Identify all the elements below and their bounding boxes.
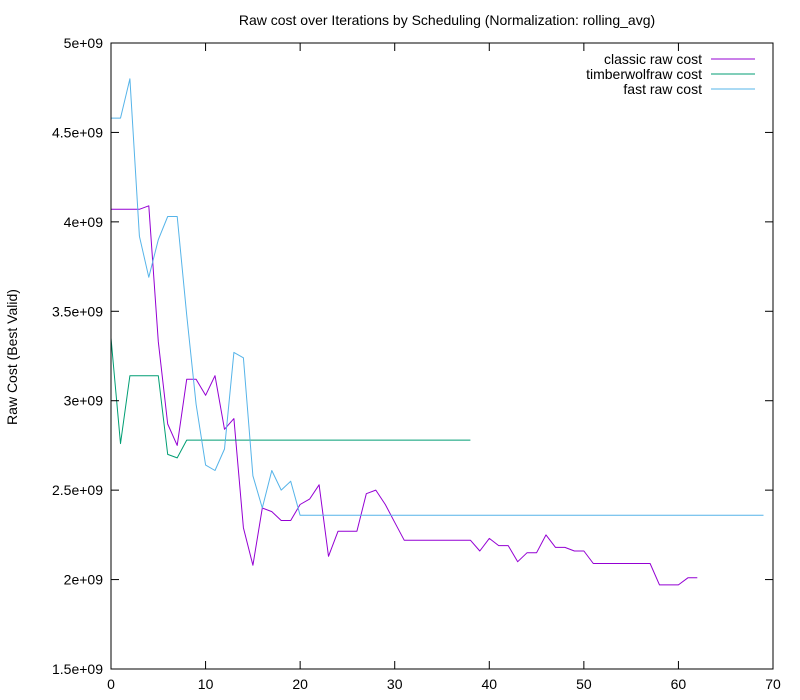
x-tick-label: 50 bbox=[576, 676, 592, 692]
series-line bbox=[111, 78, 764, 516]
plot-frame bbox=[110, 42, 774, 670]
x-tick-label: 40 bbox=[481, 676, 497, 692]
y-tick-label: 3e+09 bbox=[64, 393, 104, 409]
legend-label: fast raw cost bbox=[623, 81, 702, 97]
y-tick-label: 2.5e+09 bbox=[52, 482, 103, 498]
series-2 bbox=[110, 78, 764, 516]
y-tick-label: 5e+09 bbox=[64, 35, 104, 51]
series-line bbox=[111, 205, 698, 586]
y-axis-label: Raw Cost (Best Valid) bbox=[4, 289, 20, 425]
x-tick-label: 30 bbox=[387, 676, 403, 692]
legend-label: timberwolfraw cost bbox=[586, 66, 702, 82]
series-line bbox=[110, 338, 471, 459]
x-tick-label: 20 bbox=[292, 676, 308, 692]
x-tick-label: 70 bbox=[765, 676, 781, 692]
y-tick-label: 1.5e+09 bbox=[52, 661, 103, 677]
x-tick-label: 0 bbox=[107, 676, 115, 692]
legend-label: classic raw cost bbox=[604, 51, 702, 67]
y-tick-label: 4.5e+09 bbox=[52, 124, 103, 140]
x-axis: 0 10 20 30 40 50 60 70 bbox=[107, 43, 781, 692]
y-axis: 1.5e+09 2e+09 2.5e+09 3e+09 3.5e+09 4e+09 4.5e… bbox=[52, 35, 773, 677]
y-tick-label: 2e+09 bbox=[64, 572, 104, 588]
series-0 bbox=[110, 205, 698, 586]
x-tick-label: 10 bbox=[198, 676, 214, 692]
x-tick-label: 60 bbox=[671, 676, 687, 692]
chart-title: Raw cost over Iterations by Scheduling (… bbox=[239, 12, 655, 28]
y-tick-label: 3.5e+09 bbox=[52, 303, 103, 319]
plot-area bbox=[110, 78, 764, 586]
y-tick-label: 4e+09 bbox=[64, 214, 104, 230]
